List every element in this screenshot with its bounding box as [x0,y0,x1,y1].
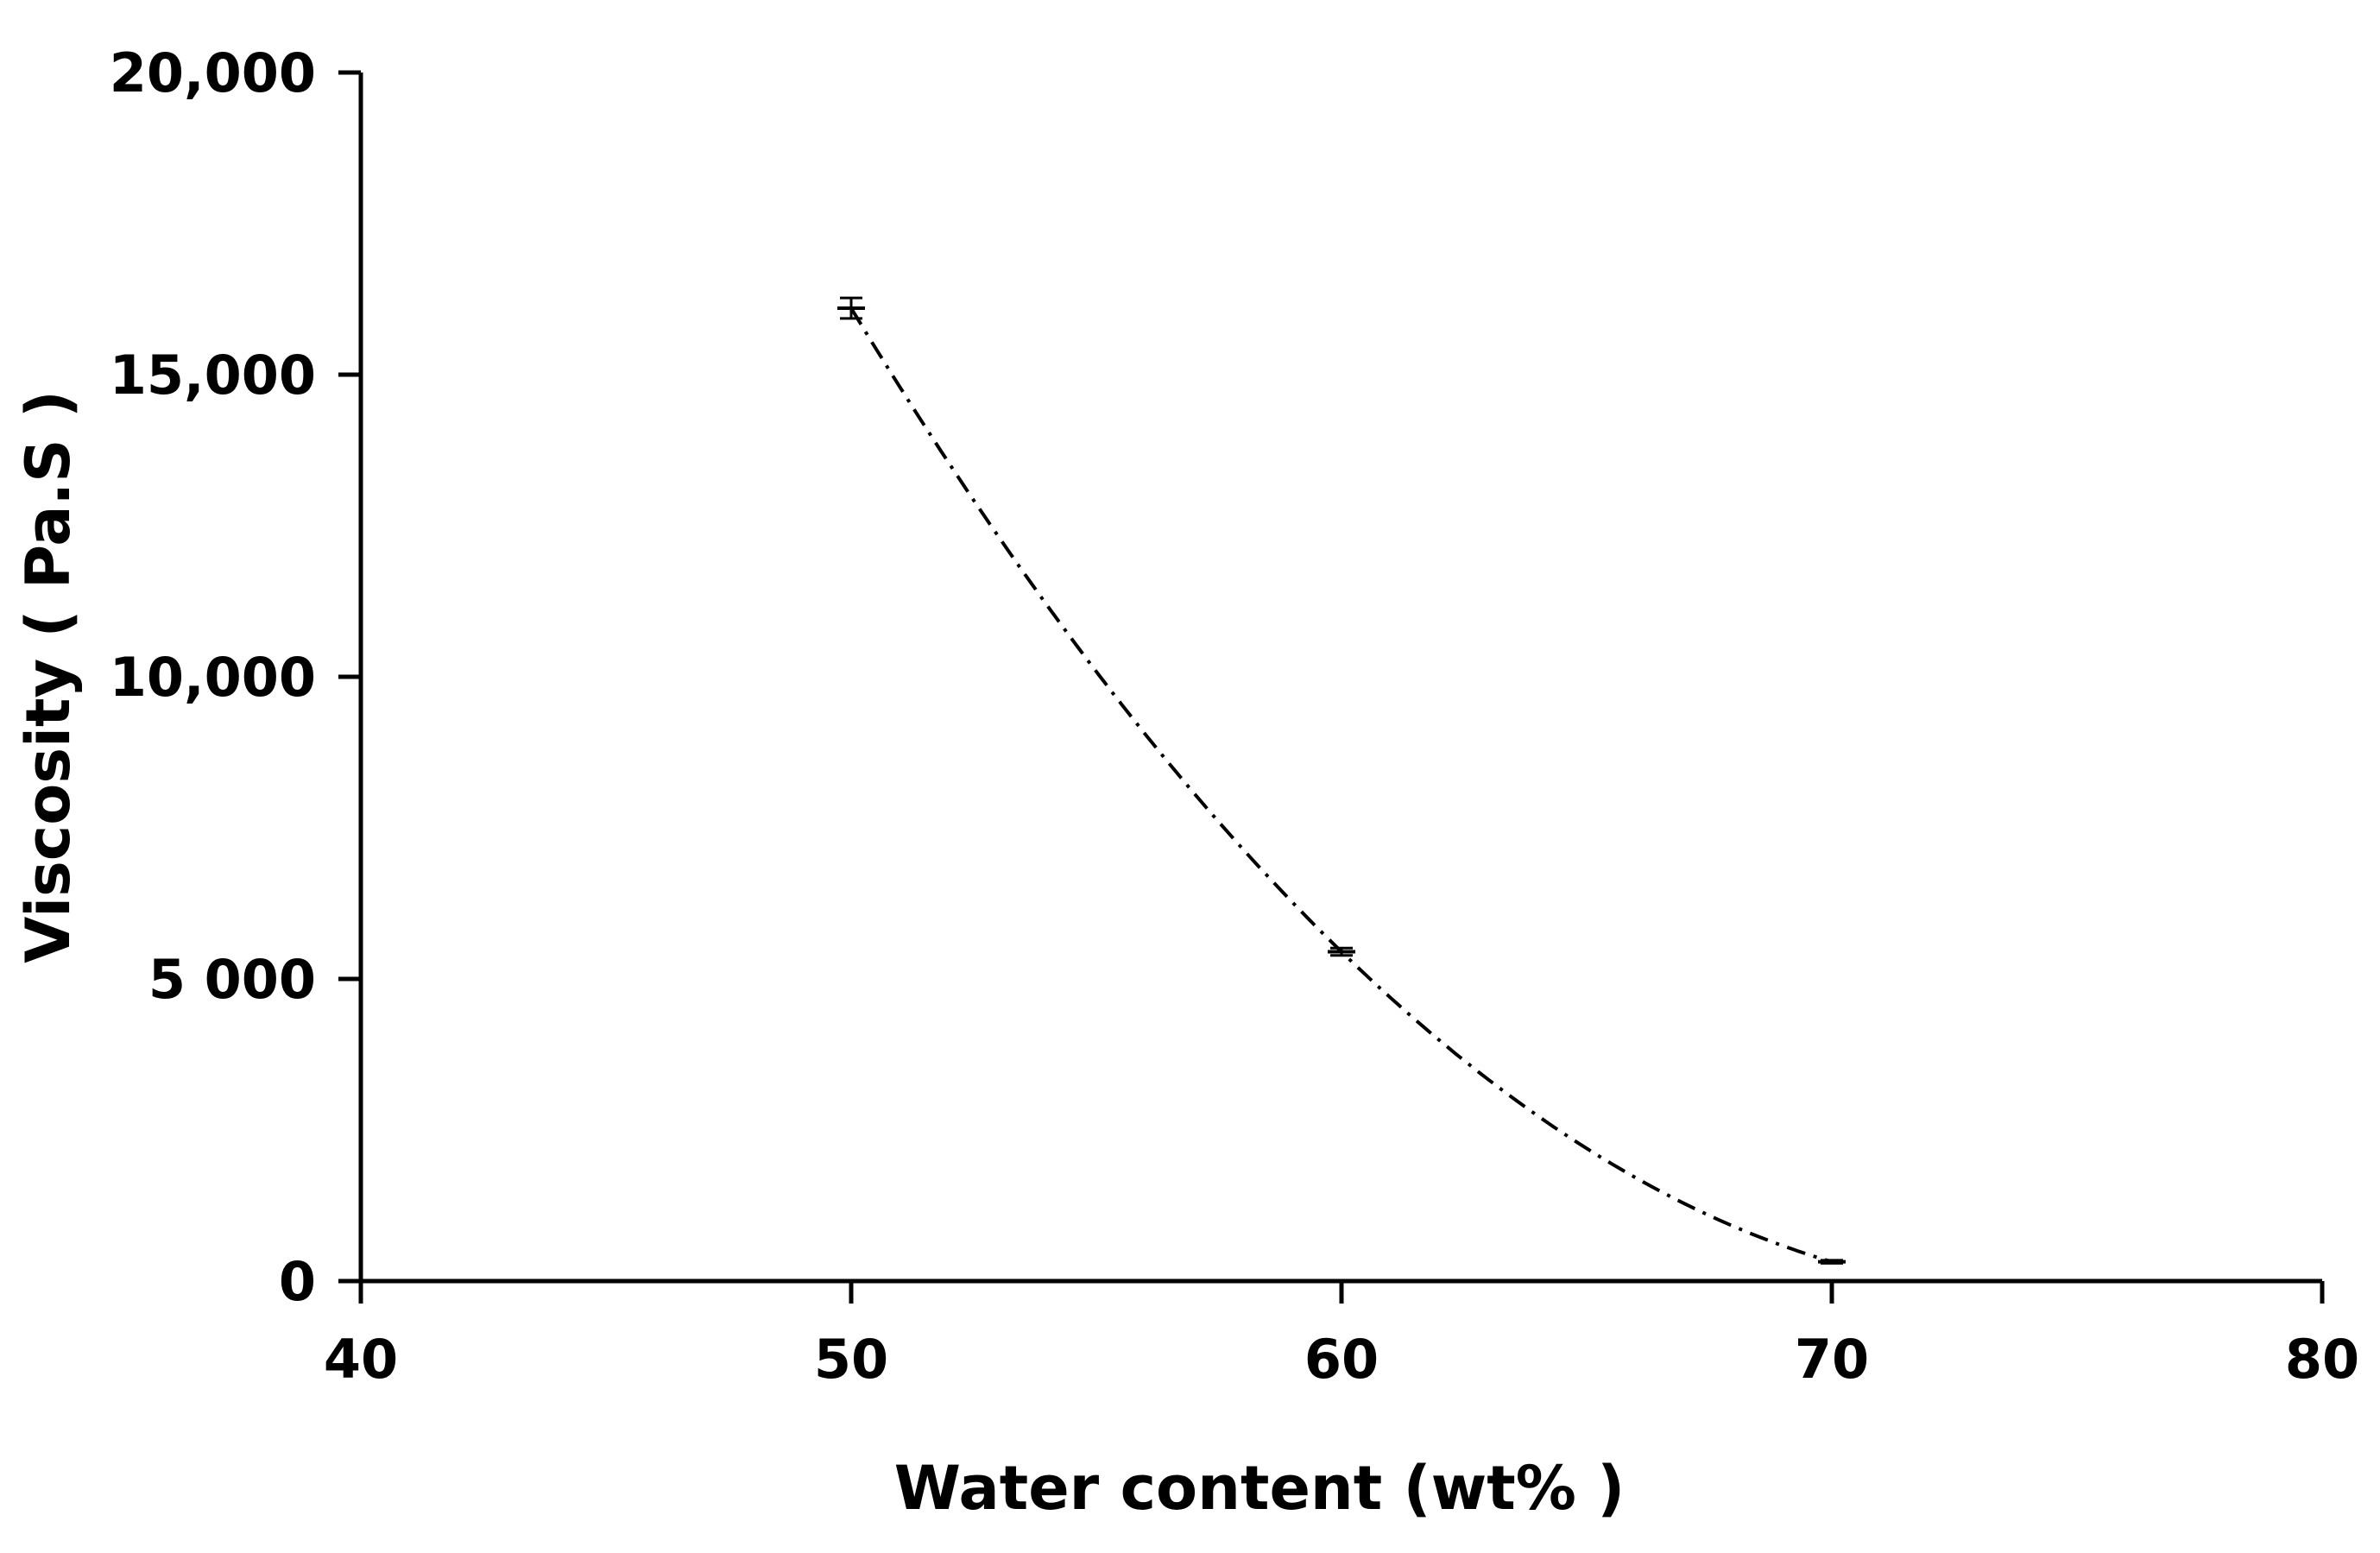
x-tick-label: 70 [1795,1328,1869,1391]
y-axis-title: Viscosity ( Pa.S ) [13,390,84,963]
y-axis-ticks: 0 5 000 10,000 15,000 20,000 [110,41,361,1313]
y-tick-label: 5 000 [148,948,316,1011]
x-tick-label: 80 [2285,1328,2359,1391]
x-tick-label: 60 [1304,1328,1379,1391]
x-tick-label: 40 [324,1328,398,1391]
series-layer [837,296,1846,1265]
x-tick-label: 50 [814,1328,888,1391]
x-axis-title: Water content (wt% ) [894,1453,1625,1524]
x-axis-ticks: 40 50 60 70 80 [324,1281,2359,1391]
y-tick-label: 15,000 [110,344,316,407]
series-line [849,306,1833,1264]
y-tick-label: 20,000 [110,41,316,104]
y-tick-label: 10,000 [110,646,316,709]
y-tick-label: 0 [279,1250,316,1313]
